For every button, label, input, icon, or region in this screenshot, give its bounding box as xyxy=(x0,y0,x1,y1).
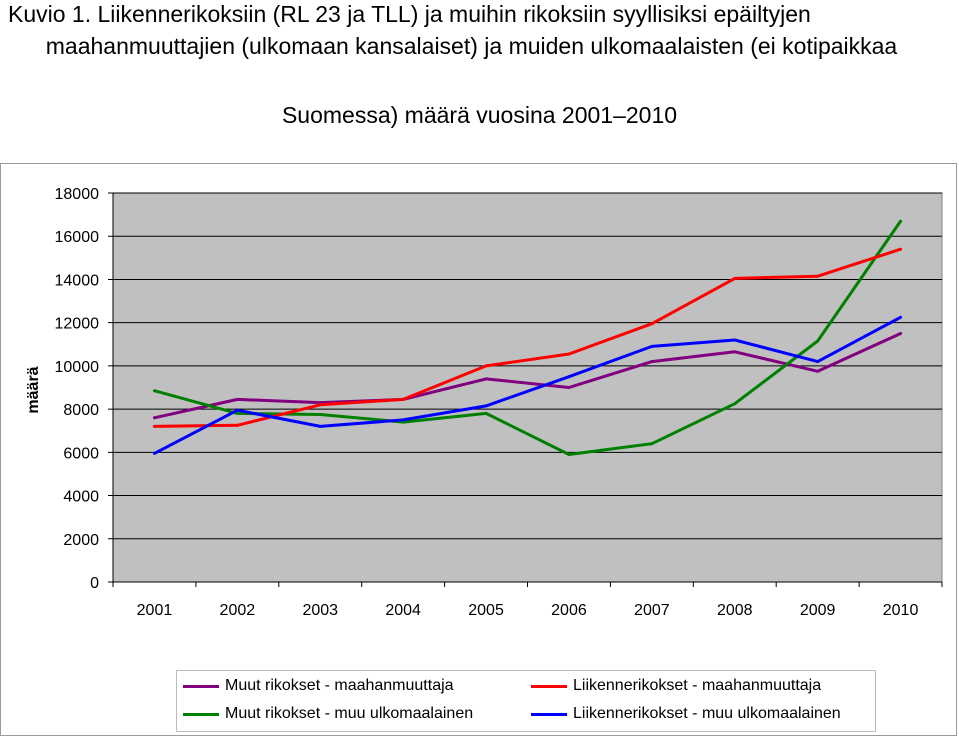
data-point-0-1 xyxy=(235,397,239,401)
chart-title-line-3: Suomessa) määrä vuosina 2001–2010 xyxy=(281,102,678,128)
data-point-2-6 xyxy=(650,322,654,326)
y-tick-label: 16000 xyxy=(55,229,100,246)
data-point-0-5 xyxy=(567,386,571,389)
data-point-3-5 xyxy=(567,375,571,379)
data-point-2-3 xyxy=(401,397,405,401)
x-tick-label: 2003 xyxy=(302,602,338,619)
data-point-1-5 xyxy=(567,452,571,456)
series-lines xyxy=(152,219,903,456)
data-point-3-3 xyxy=(401,418,405,422)
y-tick-label: 10000 xyxy=(55,359,100,376)
legend-item-2: Liikennerikokset - maahanmuuttaja xyxy=(531,677,821,695)
series-line-2 xyxy=(154,247,902,428)
data-point-2-7 xyxy=(733,276,737,280)
data-point-0-7 xyxy=(733,350,737,354)
data-point-2-8 xyxy=(816,274,820,278)
data-point-0-6 xyxy=(650,360,654,364)
y-tick-label: 8000 xyxy=(63,402,99,419)
plot-area xyxy=(112,192,943,583)
data-point-3-7 xyxy=(733,338,737,342)
x-tick-label: 2001 xyxy=(137,602,173,619)
y-tick-label: 0 xyxy=(90,575,99,592)
chart-frame xyxy=(0,163,957,736)
legend-swatch-1 xyxy=(183,712,219,716)
y-tick-label: 12000 xyxy=(55,316,100,333)
legend: Muut rikokset - maahanmuuttaja Muut riko… xyxy=(176,670,876,732)
legend-item-3: Liikennerikokset - muu ulkomaalainen xyxy=(531,705,841,723)
x-tick-label: 2010 xyxy=(883,602,919,619)
legend-swatch-0 xyxy=(183,684,219,688)
legend-item-1: Muut rikokset - muu ulkomaalainen xyxy=(183,705,473,723)
x-tick-labels: 2001 2002 2003 2004 2005 2006 2007 2008 2009 2010 xyxy=(137,602,919,619)
data-point-1-6 xyxy=(650,442,654,446)
legend-item-0: Muut rikokset - maahanmuuttaja xyxy=(183,677,454,695)
legend-label-1: Muut rikokset - muu ulkomaalainen xyxy=(225,705,474,722)
data-point-1-9 xyxy=(899,219,903,223)
data-point-2-2 xyxy=(318,403,322,407)
data-point-1-1 xyxy=(235,411,239,415)
data-point-3-1 xyxy=(235,408,239,412)
y-tick-label: 6000 xyxy=(63,445,99,462)
data-point-1-8 xyxy=(816,339,820,343)
y-tick-label: 18000 xyxy=(55,186,100,203)
data-point-3-2 xyxy=(318,424,322,428)
data-point-1-0 xyxy=(152,389,156,393)
data-point-3-6 xyxy=(650,344,654,348)
y-tick-label: 4000 xyxy=(63,489,99,506)
legend-swatch-2 xyxy=(531,684,567,688)
legend-label-0: Muut rikokset - maahanmuuttaja xyxy=(225,677,454,694)
legend-label-2: Liikennerikokset - maahanmuuttaja xyxy=(573,677,822,694)
data-point-2-4 xyxy=(484,364,488,368)
data-point-0-9 xyxy=(899,331,903,335)
data-point-2-1 xyxy=(235,423,239,427)
chart-title-line-1: Kuvio 1. Liikennerikoksiin (RL 23 ja TLL… xyxy=(8,1,811,27)
data-point-3-4 xyxy=(484,404,488,408)
x-tick-label: 2006 xyxy=(551,602,587,619)
legend-label-3: Liikennerikokset - muu ulkomaalainen xyxy=(573,705,841,722)
data-point-3-8 xyxy=(816,360,820,364)
y-tick-label: 2000 xyxy=(63,532,99,549)
y-tick-label: 14000 xyxy=(55,272,100,289)
x-tick-label: 2002 xyxy=(220,602,256,619)
x-tick-label: 2004 xyxy=(385,602,421,619)
data-point-1-2 xyxy=(318,413,322,417)
data-point-0-0 xyxy=(152,416,156,420)
data-point-0-8 xyxy=(816,369,820,373)
x-tick-label: 2005 xyxy=(468,602,504,619)
data-point-2-0 xyxy=(152,424,156,428)
series-line-3 xyxy=(153,315,902,455)
y-tick-labels: 0 2000 4000 6000 8000 10000 12000 14000 16000 180… xyxy=(55,186,100,592)
y-axis-label: määrä xyxy=(25,366,42,413)
gridlines xyxy=(108,192,943,587)
legend-swatch-3 xyxy=(531,712,567,716)
data-point-3-0 xyxy=(152,451,156,455)
series-line-0 xyxy=(154,332,902,420)
x-tick-label: 2008 xyxy=(717,602,753,619)
data-point-1-4 xyxy=(484,411,488,415)
data-point-2-5 xyxy=(567,352,571,356)
data-point-3-9 xyxy=(899,315,903,319)
chart-title-line-2: maahanmuuttajien (ulkomaan kansalaiset) … xyxy=(45,33,898,59)
data-point-1-7 xyxy=(733,402,737,406)
data-point-0-4 xyxy=(484,377,488,381)
x-tick-label: 2007 xyxy=(634,602,670,619)
x-tick-label: 2009 xyxy=(800,602,836,619)
data-point-2-9 xyxy=(899,247,903,251)
